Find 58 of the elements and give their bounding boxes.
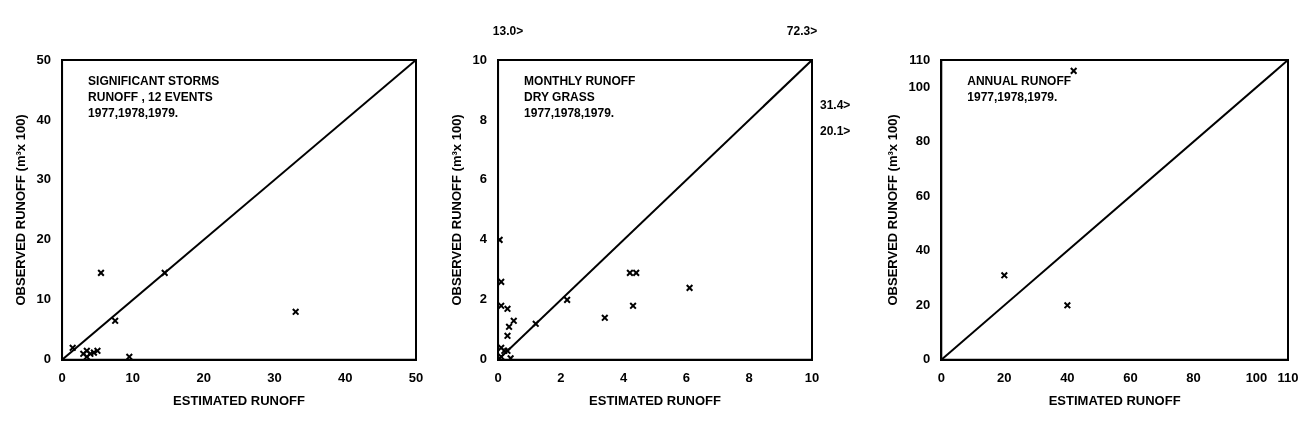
point	[1000, 271, 1009, 280]
x-axis-title: ESTIMATED RUNOFF	[173, 392, 306, 408]
x-tick-label: 6	[682, 370, 691, 386]
x-tick-label: 110	[1277, 370, 1299, 386]
point	[503, 305, 512, 313]
point	[685, 284, 694, 292]
text: ANNUAL RUNOFF 1977,1978,1979.	[967, 74, 1072, 105]
x-tick-label: 0	[494, 370, 502, 386]
x-tick-label: 4	[620, 370, 629, 386]
y-tick-label: 110	[909, 51, 931, 67]
y-tick-label: 0	[479, 351, 488, 367]
x-tick-label: 0	[58, 370, 66, 386]
x-tick-label: 60	[1123, 370, 1138, 386]
y-axis-title: OBSERVED RUNOFF (m³x 100)	[13, 114, 29, 306]
y-tick-label: 10	[36, 291, 52, 307]
y-tick-label: 0	[43, 351, 52, 367]
point	[600, 314, 609, 322]
x-axis-title: ESTIMATED RUNOFF	[1048, 392, 1181, 408]
x-tick-label: 20	[997, 370, 1012, 386]
text: MONTHLY RUNOFF DRY GRASS 1977,1978,1979.	[524, 74, 636, 121]
x-tick-label: 2	[557, 370, 565, 386]
y-tick-label: 6	[479, 171, 488, 187]
x-tick-label: 80	[1186, 370, 1201, 386]
text: 13.0>	[492, 24, 524, 39]
x-tick-label: 40	[1060, 370, 1075, 386]
text: 72.3>	[786, 24, 818, 39]
y-tick-label: 100	[908, 78, 931, 94]
x-tick-label: 100	[1245, 370, 1268, 386]
x-tick-label: 10	[804, 370, 820, 386]
x-axis-title: ESTIMATED RUNOFF	[589, 392, 722, 408]
y-tick-label: 20	[915, 296, 931, 312]
y-axis-title: OBSERVED RUNOFF (m³x 100)	[449, 114, 465, 306]
x-tick-label: 0	[937, 370, 945, 386]
y-tick-label: 40	[915, 242, 931, 258]
y-tick-label: 8	[479, 111, 488, 127]
y-tick-label: 30	[36, 171, 52, 187]
y-tick-label: 80	[915, 133, 931, 149]
x-tick-label: 50	[408, 370, 424, 386]
y-tick-label: 10	[472, 51, 488, 67]
point	[1063, 301, 1072, 310]
x-tick-label: 10	[125, 370, 141, 386]
y-tick-label: 4	[479, 231, 488, 247]
x-tick-label: 40	[337, 370, 353, 386]
x-tick-label: 8	[745, 370, 753, 386]
y-tick-label: 0	[923, 351, 931, 367]
text: 20.1>	[820, 124, 851, 139]
y-axis-title: OBSERVED RUNOFF (m³x 100)	[885, 114, 901, 306]
point	[498, 302, 506, 310]
point	[498, 278, 506, 286]
text: SIGNIFICANT STORMS RUNOFF , 12 EVENTS 1977,1978,1979.	[88, 74, 220, 121]
x-tick-label: 30	[267, 370, 282, 386]
y-tick-label: 20	[36, 231, 52, 247]
text: 31.4>	[820, 98, 851, 113]
x-tick-label: 20	[196, 370, 211, 386]
y-tick-label: 40	[36, 111, 52, 127]
y-tick-label: 50	[36, 51, 52, 67]
y-tick-label: 60	[915, 187, 931, 203]
y-tick-label: 2	[479, 291, 488, 307]
